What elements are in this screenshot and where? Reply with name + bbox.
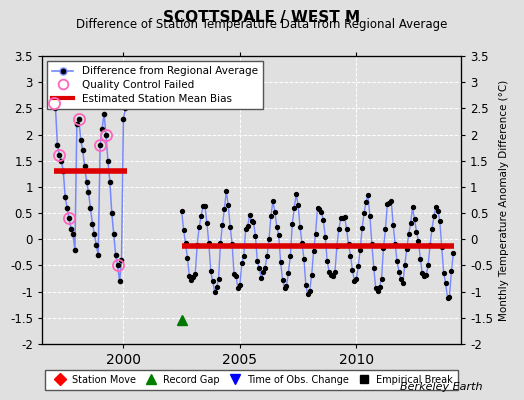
Text: SCOTTSDALE / WEST M: SCOTTSDALE / WEST M	[163, 10, 361, 25]
Text: Berkeley Earth: Berkeley Earth	[400, 382, 482, 392]
Legend: Station Move, Record Gap, Time of Obs. Change, Empirical Break: Station Move, Record Gap, Time of Obs. C…	[45, 370, 458, 390]
Y-axis label: Monthly Temperature Anomaly Difference (°C): Monthly Temperature Anomaly Difference (…	[499, 79, 509, 321]
Text: Difference of Station Temperature Data from Regional Average: Difference of Station Temperature Data f…	[77, 18, 447, 31]
